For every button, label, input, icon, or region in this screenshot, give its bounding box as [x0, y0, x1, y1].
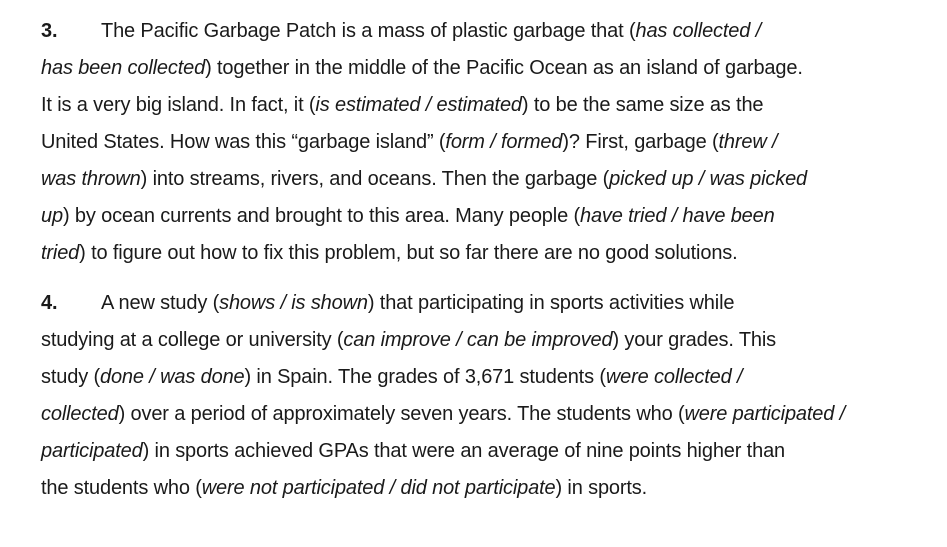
exercise-line: 3. The Pacific Garbage Patch is a mass of… [41, 13, 921, 50]
answer-choice: is estimated / estimated [315, 94, 522, 116]
exercise-line: has been collected) together in the midd… [41, 57, 803, 79]
exercise-3: 3. The Pacific Garbage Patch is a mass of… [41, 13, 921, 272]
exercise-number: 4. [41, 292, 58, 314]
exercise-line: studying at a college or university (can… [41, 329, 777, 351]
exercise-line: participated) in sports achieved GPAs th… [41, 440, 786, 462]
exercise-4: 4. A new study (shows / is shown) that pa… [41, 285, 921, 507]
exercise-line: tried) to figure out how to fix this pro… [41, 242, 738, 264]
answer-choice: was thrown [41, 168, 141, 190]
answer-choice: tried [41, 242, 80, 264]
answer-choice: collected [41, 403, 119, 425]
answer-choice: has collected / [635, 20, 762, 42]
answer-choice: were participated / [684, 403, 846, 425]
answer-choice: threw / [718, 131, 778, 153]
exercise-line: United States. How was this “garbage isl… [41, 131, 778, 153]
exercise-line: the students who (were not participated … [41, 477, 648, 499]
answer-choice: were collected / [605, 366, 743, 388]
answer-choice: done / was done [99, 366, 245, 388]
exercise-line: up) by ocean currents and brought to thi… [41, 205, 775, 227]
answer-choice: picked up / was picked [609, 168, 808, 190]
answer-choice: shows / is shown [219, 292, 368, 314]
exercise-line: collected) over a period of approximatel… [41, 403, 846, 425]
answer-choice: participated [41, 440, 143, 462]
answer-choice: has been collected [41, 57, 206, 79]
answer-choice: can improve / can be improved [343, 329, 613, 351]
exercise-number: 3. [41, 20, 58, 42]
exercise-line: 4. A new study (shows / is shown) that pa… [41, 285, 921, 322]
answer-choice: form / formed [445, 131, 563, 153]
exercise-line: study (done / was done) in Spain. The gr… [41, 366, 743, 388]
answer-choice: were not participated / did not particip… [201, 477, 556, 499]
exercise-line: It is a very big island. In fact, it (is… [41, 94, 764, 116]
answer-choice: up [41, 205, 63, 227]
exercise-line: was thrown) into streams, rivers, and oc… [41, 168, 808, 190]
answer-choice: have tried / have been [579, 205, 775, 227]
